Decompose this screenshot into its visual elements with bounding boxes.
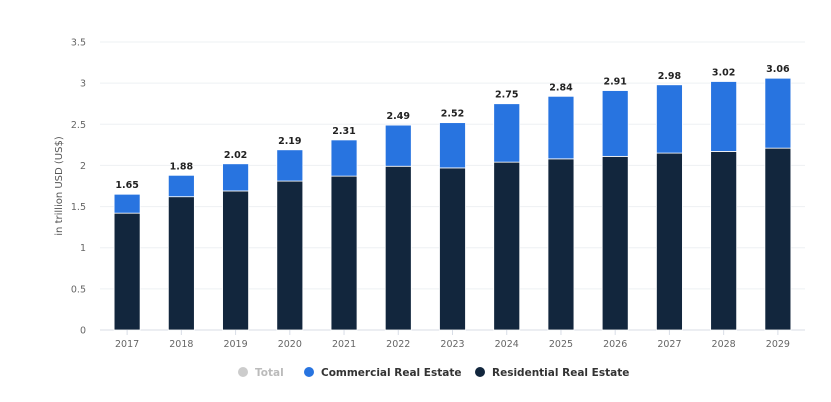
x-tick-label: 2026 [603, 339, 627, 350]
y-tick-label: 0 [80, 326, 86, 337]
bar-commercial-2028 [710, 81, 738, 152]
x-tick-label: 2028 [712, 339, 736, 350]
bar-residential-2019 [222, 190, 249, 331]
x-tick-label: 2019 [223, 339, 247, 350]
y-tick-label: 1.5 [71, 202, 86, 213]
y-tick-label: 2 [80, 161, 86, 172]
data-label: 1.88 [170, 161, 194, 172]
x-tick-label: 2021 [332, 339, 356, 350]
bar-residential-2029 [764, 147, 792, 331]
x-tick-label: 2018 [169, 339, 193, 350]
x-tick-label: 2022 [386, 339, 410, 350]
x-tick-label: 2023 [440, 339, 464, 350]
data-label: 3.06 [766, 64, 790, 75]
bar-commercial-2029 [764, 77, 792, 149]
bars: 1.65 1.88 2.02 2.19 2.31 2.49 2.52 2.75 2.84 2.91… [113, 64, 792, 331]
y-tick-label: 0.5 [71, 284, 86, 295]
bar-commercial-2023 [439, 122, 466, 169]
data-label: 2.52 [441, 109, 464, 120]
bar-commercial-2027 [656, 84, 683, 154]
legend-marker [475, 367, 485, 377]
bar-commercial-2021 [330, 139, 358, 177]
bar-residential-2018 [167, 196, 195, 331]
x-tick-label: 2024 [495, 339, 519, 350]
bar-residential-2022 [384, 165, 412, 331]
data-label: 1.65 [115, 180, 138, 191]
x-tick-label: 2029 [766, 339, 790, 350]
data-label: 2.91 [603, 77, 626, 88]
y-tick-label: 3.5 [71, 38, 86, 49]
bar-residential-2017 [113, 212, 141, 331]
bar-commercial-2026 [601, 90, 629, 157]
bar-residential-2024 [493, 161, 521, 331]
bar-residential-2028 [710, 151, 738, 331]
x-tick-label: 2025 [549, 339, 573, 350]
data-label: 2.49 [387, 111, 410, 122]
bar-commercial-2024 [493, 103, 521, 163]
y-tick-label: 3 [80, 79, 86, 90]
bar-residential-2025 [547, 158, 575, 331]
y-axis-ticks: 0 0.5 1 1.5 2 2.5 3 3.5 [71, 38, 86, 337]
legend-label: Residential Real Estate [492, 367, 629, 379]
data-label: 2.75 [495, 90, 518, 101]
y-tick-label: 1 [80, 243, 86, 254]
x-axis-ticks: 2017 2018 2019 2020 2021 2022 2023 2024 2025 2026… [115, 330, 790, 350]
legend-marker [238, 367, 248, 377]
legend-item-commercial-real-estate[interactable]: Commercial Real Estate [304, 367, 461, 379]
bar-commercial-2025 [547, 95, 575, 160]
data-label: 2.02 [224, 150, 247, 161]
legend-marker [304, 367, 314, 377]
data-label: 2.31 [332, 126, 355, 137]
bar-commercial-2018 [167, 174, 195, 198]
x-tick-label: 2017 [115, 339, 139, 350]
bar-commercial-2022 [384, 124, 412, 167]
legend: Total Commercial Real Estate Residential R… [238, 367, 629, 379]
x-tick-label: 2020 [278, 339, 302, 350]
bar-residential-2023 [439, 167, 466, 331]
data-label: 2.84 [549, 82, 573, 93]
legend-label: Total [255, 367, 284, 379]
bar-commercial-2017 [113, 193, 141, 214]
data-label: 2.98 [658, 71, 682, 82]
legend-item-total[interactable]: Total [238, 367, 284, 379]
bar-commercial-2020 [276, 149, 304, 182]
data-label: 2.19 [278, 136, 301, 147]
x-tick-label: 2027 [657, 339, 681, 350]
bar-commercial-2019 [222, 163, 249, 192]
y-axis-label: in trillion USD (US$) [54, 136, 65, 236]
bar-residential-2027 [656, 152, 683, 331]
legend-label: Commercial Real Estate [321, 367, 461, 379]
data-label: 3.02 [712, 67, 735, 78]
bar-residential-2021 [330, 175, 358, 331]
bar-residential-2026 [601, 155, 629, 331]
y-tick-label: 2.5 [71, 120, 86, 131]
legend-item-residential-real-estate[interactable]: Residential Real Estate [475, 367, 629, 379]
bar-residential-2020 [276, 180, 304, 331]
